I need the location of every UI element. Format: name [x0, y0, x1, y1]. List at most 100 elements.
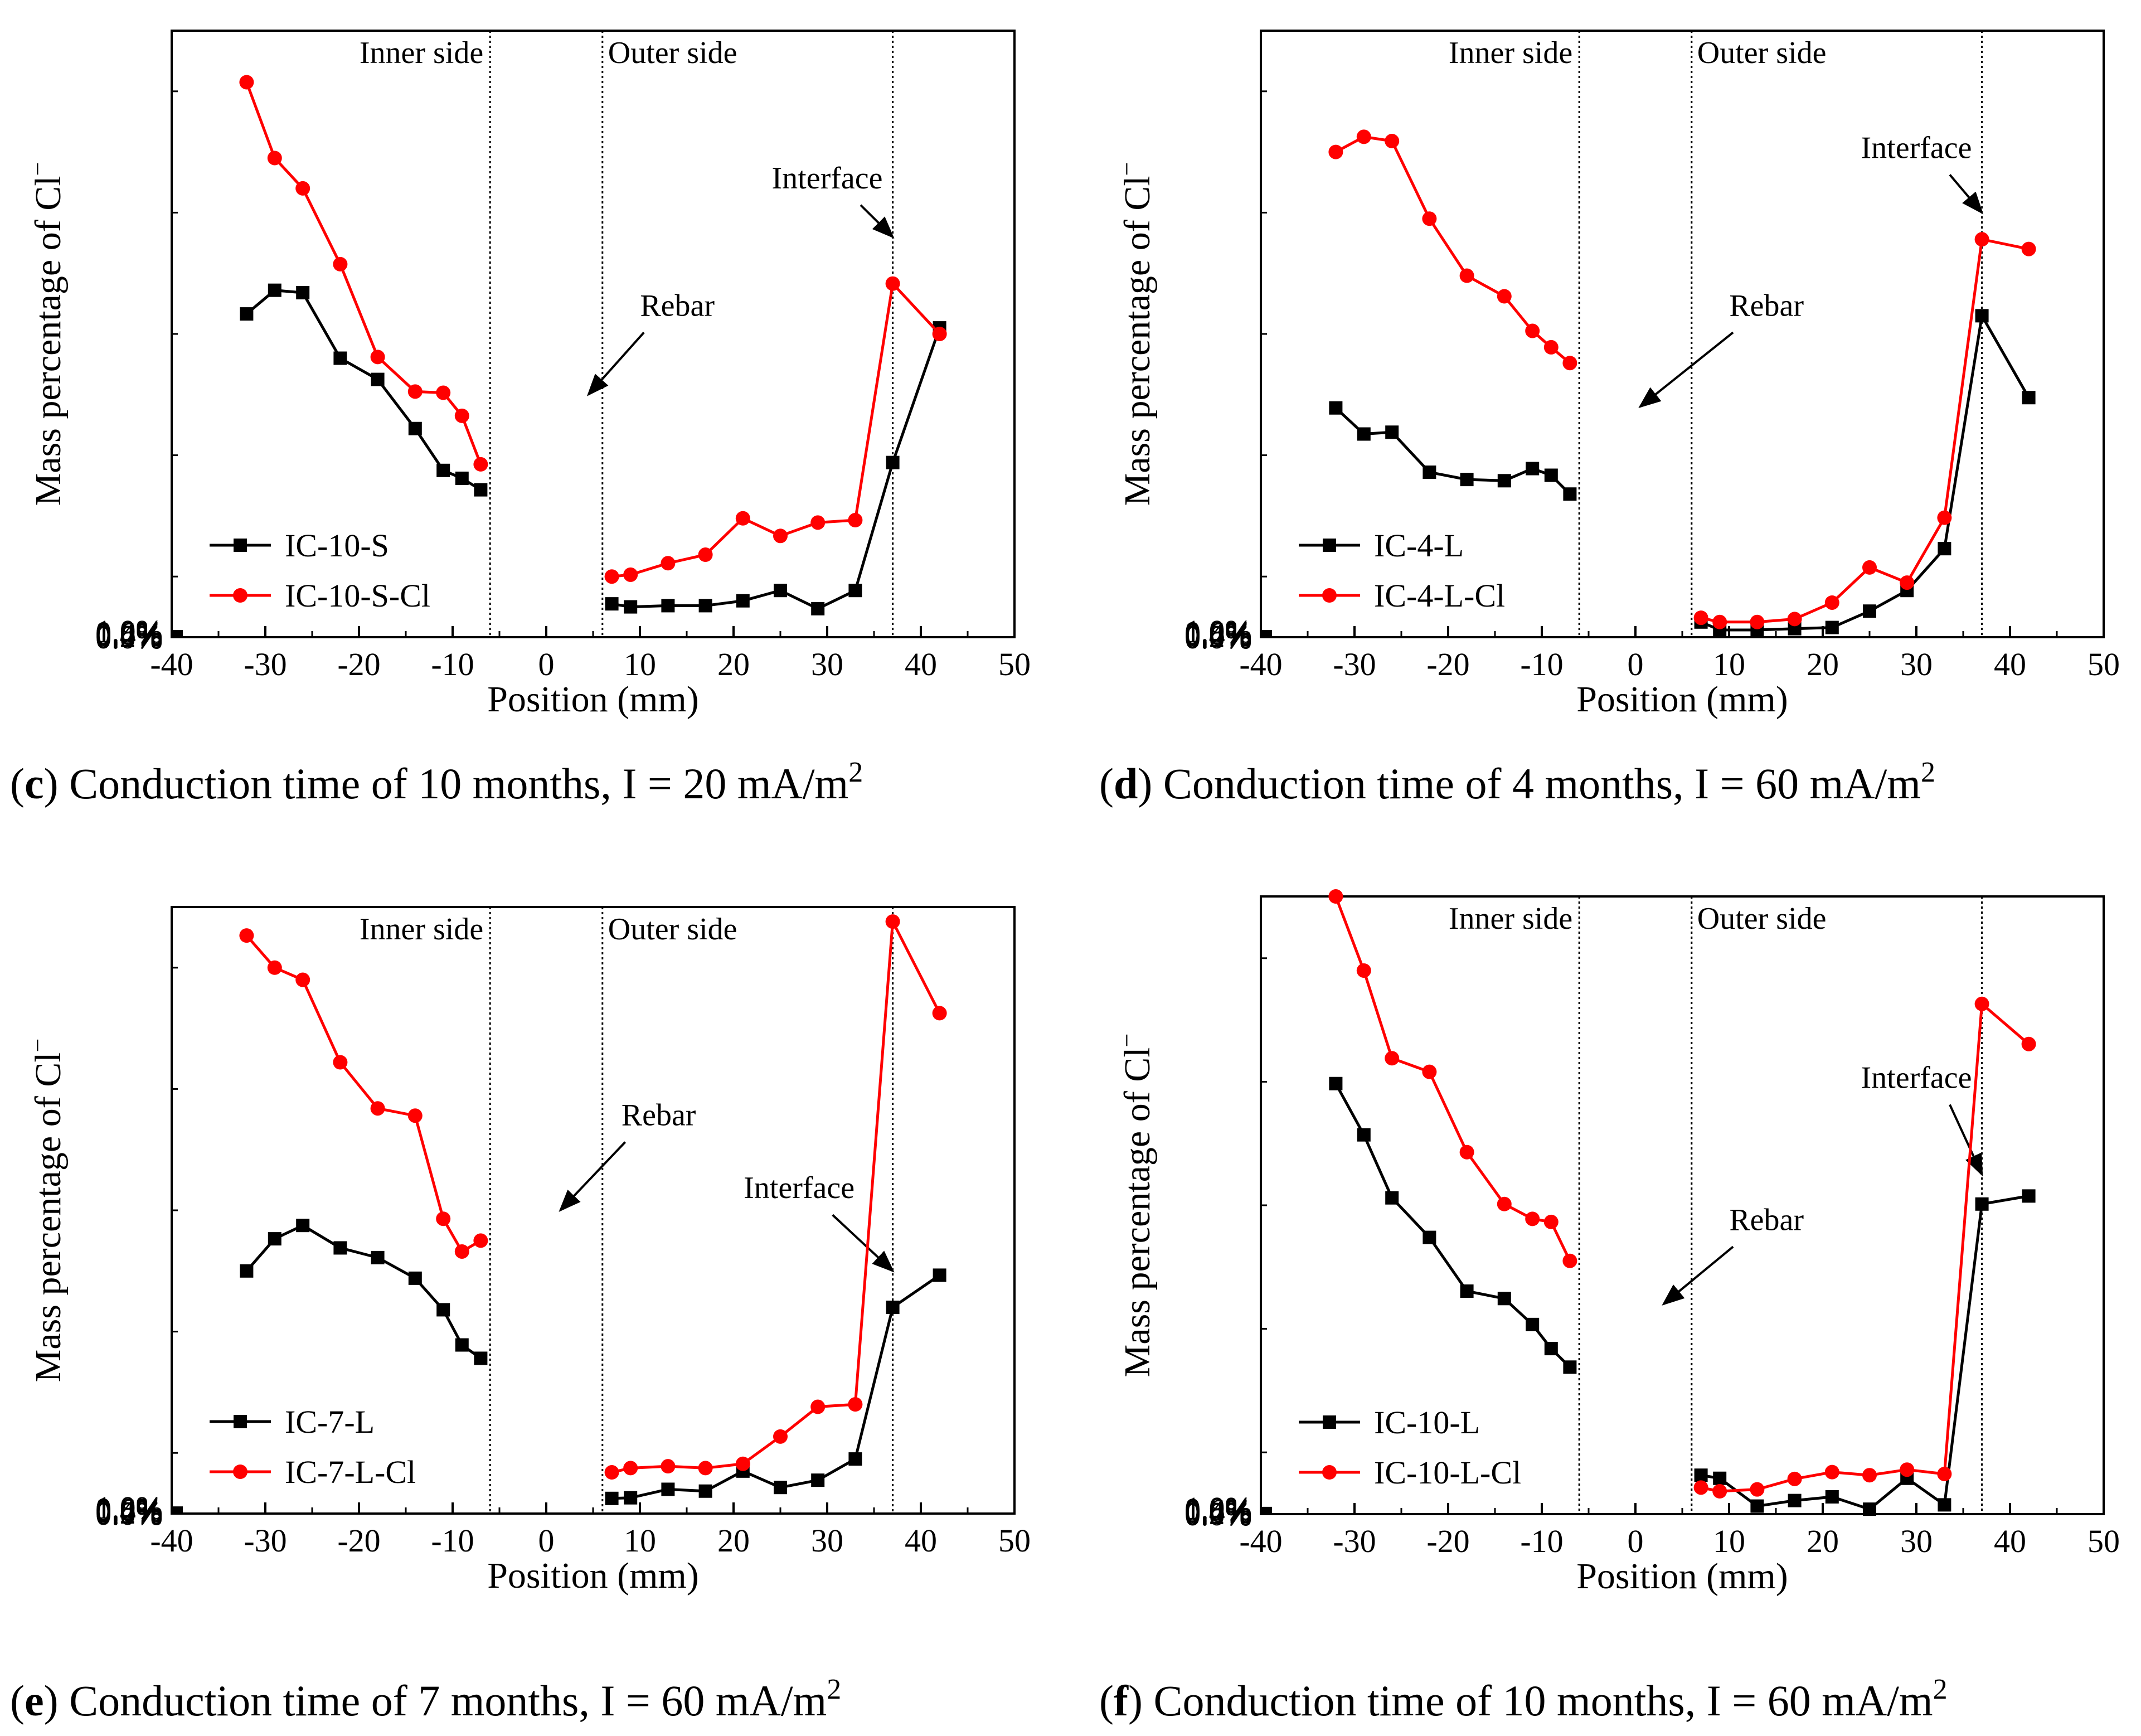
x-tick-label: -30 — [1333, 646, 1376, 682]
series-line — [1701, 237, 2030, 624]
series-line — [1701, 1002, 2030, 1493]
data-point — [370, 350, 385, 365]
x-tick-label: 30 — [811, 1522, 843, 1559]
y-tick-label: 0.6% — [1184, 615, 1252, 652]
data-point — [1750, 614, 1765, 629]
caption-superscript: 2 — [848, 757, 863, 788]
x-tick-label: 40 — [905, 646, 937, 682]
data-point — [1357, 1128, 1371, 1142]
data-point — [1459, 1145, 1474, 1160]
data-point — [1824, 1465, 1839, 1480]
data-point — [296, 286, 310, 300]
y-tick-label: 1.0% — [1184, 613, 1252, 649]
data-point — [1938, 542, 1951, 556]
y-tick-label: 0.4% — [95, 617, 163, 653]
x-tick-label: -20 — [1426, 1523, 1469, 1559]
x-tick-label: 20 — [717, 1522, 750, 1559]
y-tick-label: 0.0% — [95, 619, 163, 656]
data-point — [1385, 1191, 1399, 1205]
legend-label: IC-7-L-Cl — [285, 1454, 416, 1490]
data-point — [1526, 462, 1540, 476]
x-tick-label: 40 — [905, 1522, 937, 1559]
annotation-arrow — [1949, 174, 1984, 215]
data-point — [1693, 610, 1708, 625]
data-point — [661, 1459, 676, 1474]
data-point — [661, 599, 675, 613]
x-axis-label: Position (mm) — [487, 1555, 699, 1596]
x-tick-label: -40 — [1239, 1523, 1282, 1559]
data-point — [1543, 340, 1559, 355]
data-point — [1460, 1284, 1474, 1298]
y-tick-label: 0.8% — [95, 1491, 163, 1527]
data-point — [1423, 465, 1436, 479]
series-IC-10-L-Cl — [1328, 889, 2036, 1499]
series-line — [1334, 406, 1571, 495]
data-point — [661, 556, 676, 571]
x-tick-label: -20 — [1426, 646, 1469, 682]
legend-label: IC-10-L — [1374, 1404, 1480, 1441]
data-point — [333, 1241, 347, 1255]
data-point — [1385, 1051, 1400, 1066]
data-point — [295, 972, 310, 987]
data-point — [454, 1244, 469, 1259]
legend-label: IC-10-S-Cl — [285, 578, 430, 614]
series-line — [245, 81, 482, 465]
data-point — [623, 567, 638, 582]
series-IC-7-L — [240, 1219, 946, 1505]
legend: IC-10-S IC-10-S-Cl — [210, 527, 430, 614]
y-axis-label-superscript: − — [24, 1039, 51, 1053]
data-point — [885, 914, 900, 929]
series-line — [245, 934, 482, 1253]
data-point — [604, 569, 619, 584]
data-point — [1385, 425, 1399, 439]
y-axis-label: Mass percentage of Cl− — [1113, 1034, 1158, 1378]
legend-marker — [234, 539, 247, 552]
data-point — [735, 1456, 750, 1471]
data-point — [333, 351, 347, 365]
data-point — [1694, 1468, 1708, 1482]
x-tick-label: 50 — [2087, 646, 2120, 682]
annotation-arrow — [860, 204, 895, 239]
data-point — [661, 1482, 675, 1496]
annotation-rebar: Rebar — [1729, 1202, 1804, 1237]
annotation-interface: Interface — [1861, 130, 1972, 165]
outer-side-label: Outer side — [608, 36, 737, 70]
data-point — [848, 1397, 863, 1412]
x-tick-label: 50 — [998, 1522, 1031, 1559]
data-point — [1862, 560, 1877, 575]
annotation-rebar: Rebar — [622, 1098, 696, 1133]
inner-side-label: Inner side — [360, 36, 483, 70]
x-tick-label: 20 — [1807, 646, 1839, 682]
series-line — [611, 920, 941, 1474]
y-tick-label: 0.2% — [95, 1495, 163, 1531]
y-tick-label: 1.0% — [95, 613, 163, 649]
data-point — [2021, 1036, 2036, 1051]
data-point — [454, 408, 469, 423]
data-point — [698, 547, 713, 562]
data-point — [239, 928, 254, 943]
data-point — [1544, 468, 1558, 482]
series-IC-10-S-Cl — [239, 75, 947, 584]
data-point — [436, 1211, 451, 1226]
outer-side-label: Outer side — [608, 912, 737, 947]
data-point — [774, 1481, 787, 1495]
data-point — [1526, 1317, 1540, 1331]
data-point — [1937, 1466, 1952, 1481]
data-point — [932, 327, 947, 341]
y-tick-label: 0.4% — [1184, 1494, 1252, 1530]
y-tick-label: 1.0% — [1184, 1490, 1252, 1526]
data-point — [848, 1452, 862, 1466]
data-point — [473, 457, 488, 472]
annotation-arrow — [1638, 331, 1734, 409]
data-point — [436, 1303, 450, 1317]
data-point — [886, 1301, 900, 1315]
data-point — [1329, 1076, 1343, 1090]
data-point — [698, 599, 712, 613]
x-tick-label: 30 — [1900, 646, 1933, 682]
panel-caption: (e) Conduction time of 7 months, I = 60 … — [10, 1674, 841, 1725]
data-point — [848, 513, 863, 528]
data-point — [1900, 575, 1915, 590]
series-line — [611, 327, 941, 610]
series-IC-10-L — [1329, 1076, 2036, 1516]
